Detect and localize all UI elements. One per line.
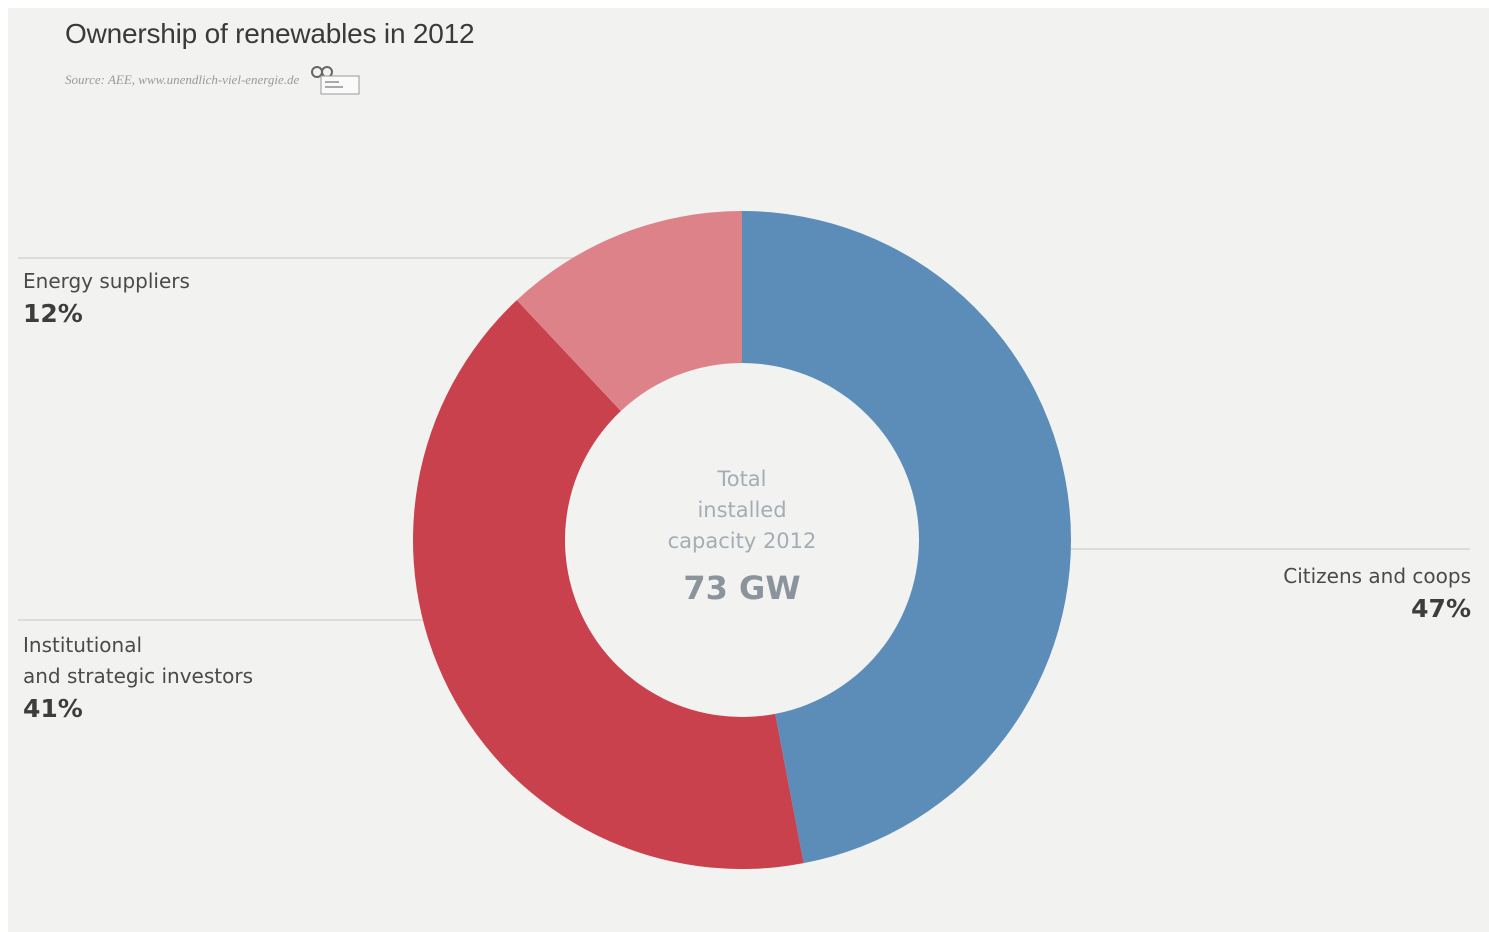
- label-institutional-value: 41%: [23, 694, 83, 723]
- label-institutional-line1: Institutional: [23, 633, 143, 657]
- chart-title: Ownership of renewables in 2012: [65, 18, 475, 49]
- center-label-line1: Total: [717, 467, 767, 491]
- chart-canvas: Ownership of renewables in 2012 Source: …: [8, 8, 1489, 932]
- source-text: Source: AEE, www.unendlich-viel-energie.…: [65, 72, 300, 87]
- slice-energy-suppliers: [516, 211, 742, 411]
- donut-slices: [413, 211, 1071, 869]
- center-label-line2: installed: [697, 498, 787, 522]
- label-institutional-line2: and strategic investors: [23, 664, 253, 688]
- center-value: 73 GW: [683, 569, 801, 607]
- label-energy-suppliers-name: Energy suppliers: [23, 269, 190, 293]
- center-label: Total installed capacity 2012 73 GW: [642, 464, 842, 606]
- source-row: Source: AEE, www.unendlich-viel-energie.…: [65, 64, 361, 96]
- label-citizens-value: 47%: [1411, 594, 1471, 623]
- label-institutional-investors: Institutional and strategic investors 41…: [23, 630, 253, 726]
- label-energy-suppliers: Energy suppliers 12%: [23, 266, 190, 331]
- slice-institutional-investors: [413, 300, 804, 869]
- donut-chart: [18, 211, 1470, 869]
- label-citizens-name: Citizens and coops: [1283, 564, 1471, 588]
- creative-commons-icon: [309, 64, 361, 96]
- label-energy-suppliers-value: 12%: [23, 299, 83, 328]
- center-label-line3: capacity 2012: [667, 529, 817, 553]
- label-citizens-coops: Citizens and coops 47%: [1283, 561, 1471, 626]
- slice-citizens-coops: [742, 211, 1071, 864]
